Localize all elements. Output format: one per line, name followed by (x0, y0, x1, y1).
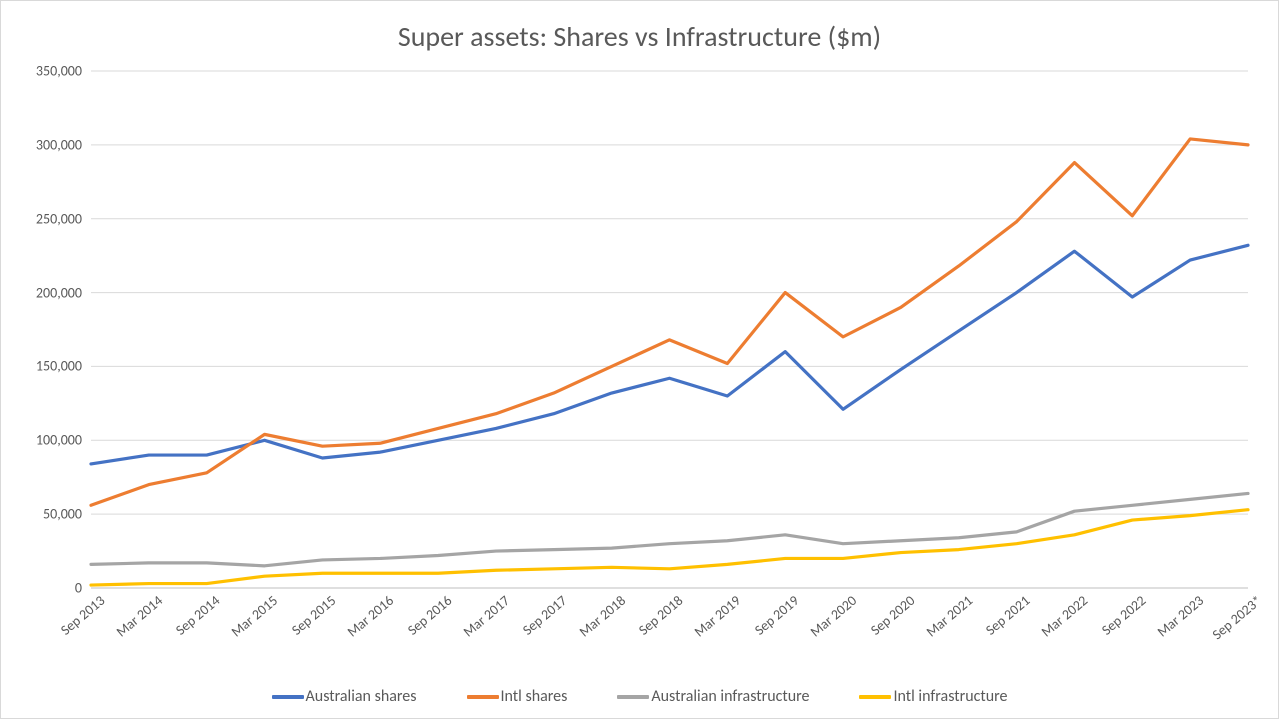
legend-label: Australian infrastructure (651, 687, 809, 706)
x-tick-label: Sep 2021 (983, 592, 1034, 639)
y-tick-label: 100,000 (36, 432, 82, 449)
x-tick-label: Sep 2016 (404, 592, 455, 639)
x-tick-label: Sep 2020 (867, 592, 918, 639)
x-tick-label: Mar 2022 (1038, 592, 1091, 640)
chart-svg (91, 71, 1248, 588)
y-axis-labels: 050,000100,000150,000200,000250,000300,0… (21, 71, 86, 588)
y-tick-label: 0 (75, 580, 82, 597)
legend-item-intl-infrastructure: Intl infrastructure (859, 687, 1007, 706)
x-tick-label: Sep 2013 (57, 592, 108, 639)
x-tick-label: Mar 2020 (807, 592, 860, 640)
x-tick-label: Sep 2018 (635, 592, 686, 639)
legend-label: Australian shares (306, 687, 417, 706)
legend-swatch (617, 695, 649, 699)
legend-item-australian-shares: Australian shares (272, 687, 417, 706)
x-tick-label: Mar 2015 (228, 592, 281, 640)
legend: Australian shares Intl shares Australian… (1, 687, 1278, 706)
x-tick-label: Sep 2023* (1209, 592, 1265, 643)
x-tick-label: Mar 2018 (575, 592, 628, 640)
x-tick-label: Sep 2017 (520, 592, 571, 639)
series-line (91, 139, 1248, 505)
x-tick-label: Mar 2016 (344, 592, 397, 640)
series-line (91, 245, 1248, 464)
y-tick-label: 200,000 (36, 284, 82, 301)
series-line (91, 510, 1248, 585)
chart-title: Super assets: Shares vs Infrastructure (… (1, 1, 1278, 64)
legend-swatch (467, 695, 499, 699)
legend-label: Intl infrastructure (893, 687, 1007, 706)
x-tick-label: Mar 2023 (1154, 592, 1207, 640)
chart-container: Super assets: Shares vs Infrastructure (… (0, 0, 1279, 719)
legend-swatch (272, 695, 304, 699)
x-tick-label: Mar 2021 (923, 592, 976, 640)
x-tick-label: Mar 2014 (113, 592, 166, 640)
y-tick-label: 350,000 (36, 63, 82, 80)
y-tick-label: 150,000 (36, 358, 82, 375)
x-tick-label: Sep 2014 (173, 592, 224, 639)
legend-label: Intl shares (501, 687, 568, 706)
legend-item-intl-shares: Intl shares (467, 687, 568, 706)
y-tick-label: 50,000 (43, 506, 82, 523)
x-tick-label: Mar 2019 (691, 592, 744, 640)
x-tick-label: Sep 2022 (1098, 592, 1149, 639)
x-tick-label: Sep 2019 (751, 592, 802, 639)
y-tick-label: 250,000 (36, 210, 82, 227)
x-tick-label: Mar 2017 (460, 592, 513, 640)
plot-region: 0 50,000 100,000 150,000 200,000 250,000 300,0… (21, 71, 1258, 648)
series-line (91, 493, 1248, 565)
plot-area: Sep 2013Mar 2014Sep 2014Mar 2015Sep 2015… (91, 71, 1248, 588)
legend-swatch (859, 695, 891, 699)
x-tick-label: Sep 2015 (288, 592, 339, 639)
y-tick-label: 300,000 (36, 136, 82, 153)
legend-item-australian-infrastructure: Australian infrastructure (617, 687, 809, 706)
